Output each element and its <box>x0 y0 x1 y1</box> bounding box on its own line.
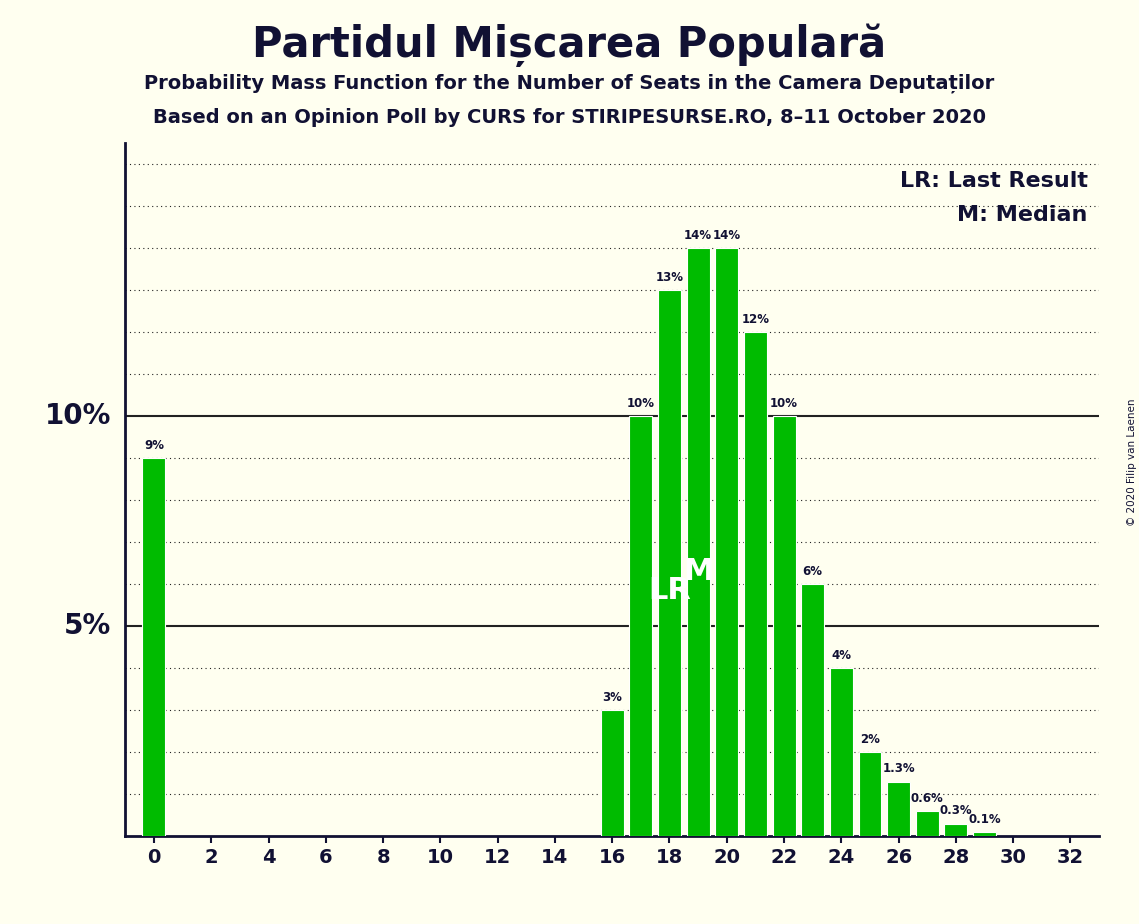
Text: Based on an Opinion Poll by CURS for STIRIPESURSE.RO, 8–11 October 2020: Based on an Opinion Poll by CURS for STI… <box>153 108 986 128</box>
Text: 10%: 10% <box>626 397 655 410</box>
Text: 5%: 5% <box>64 613 110 640</box>
Text: 9%: 9% <box>144 439 164 452</box>
Bar <box>687 249 710 836</box>
Bar <box>973 832 995 836</box>
Text: M: M <box>683 557 713 586</box>
Text: 10%: 10% <box>44 402 110 431</box>
Bar <box>715 249 738 836</box>
Text: 4%: 4% <box>831 649 851 662</box>
Bar <box>801 584 825 836</box>
Text: 0.3%: 0.3% <box>940 804 973 818</box>
Bar <box>916 811 939 836</box>
Text: 0.1%: 0.1% <box>968 813 1001 826</box>
Bar <box>830 668 853 836</box>
Text: 6%: 6% <box>803 565 822 578</box>
Text: © 2020 Filip van Laenen: © 2020 Filip van Laenen <box>1126 398 1137 526</box>
Bar <box>658 290 681 836</box>
Text: 0.6%: 0.6% <box>911 792 943 805</box>
Bar <box>744 333 767 836</box>
Text: LR: LR <box>648 576 691 605</box>
Bar <box>859 752 882 836</box>
Bar <box>944 823 967 836</box>
Text: 13%: 13% <box>656 271 683 284</box>
Bar <box>142 458 165 836</box>
Bar <box>772 416 795 836</box>
Bar <box>600 711 624 836</box>
Text: Partidul Mișcarea Populară: Partidul Mișcarea Populară <box>253 23 886 67</box>
Text: 14%: 14% <box>685 229 712 242</box>
Text: 14%: 14% <box>713 229 740 242</box>
Bar <box>630 416 653 836</box>
Text: 2%: 2% <box>860 733 880 746</box>
Text: M: Median: M: Median <box>958 205 1088 225</box>
Text: 10%: 10% <box>770 397 798 410</box>
Text: LR: Last Result: LR: Last Result <box>900 171 1088 191</box>
Bar <box>887 782 910 836</box>
Text: Probability Mass Function for the Number of Seats in the Camera Deputaților: Probability Mass Function for the Number… <box>145 74 994 93</box>
Text: 3%: 3% <box>603 691 622 704</box>
Text: 12%: 12% <box>741 313 770 326</box>
Text: 1.3%: 1.3% <box>883 762 915 775</box>
